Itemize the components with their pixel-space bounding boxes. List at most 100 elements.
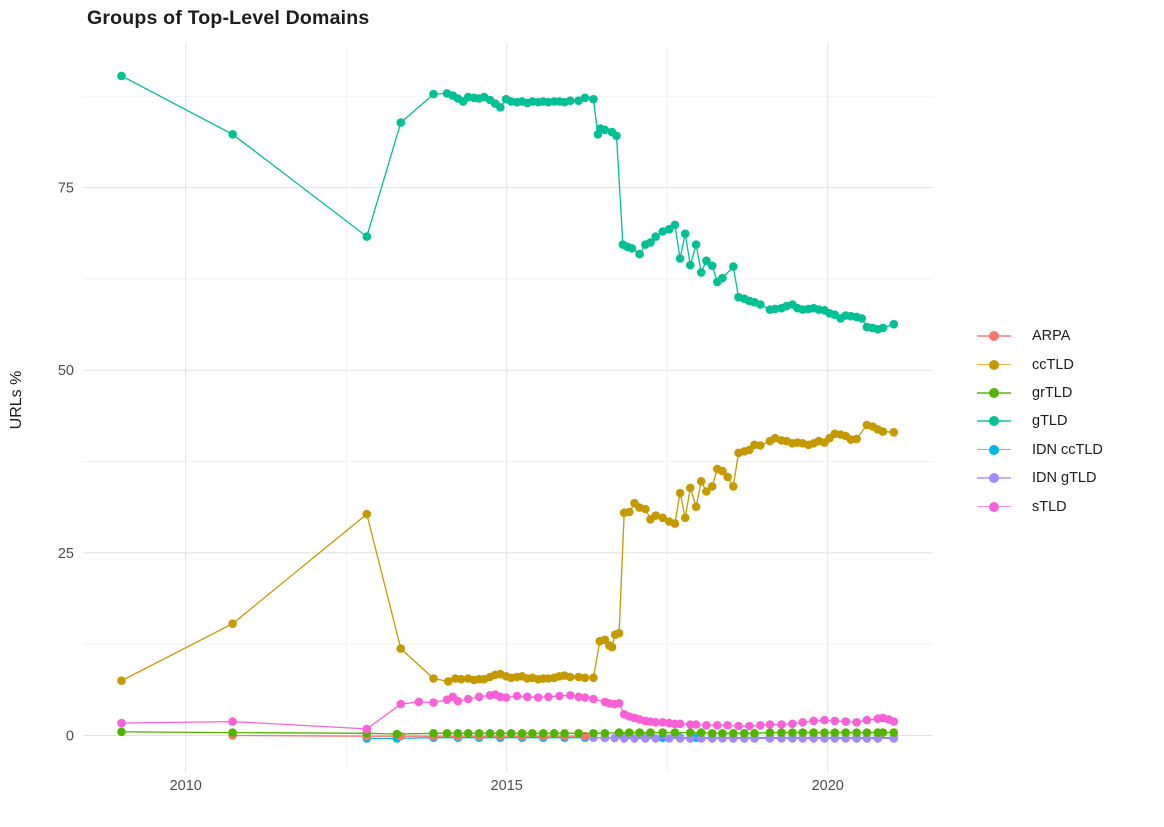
legend-item-gTLD: gTLD [977,407,1103,435]
data-point-gTLD [600,125,610,135]
data-point-grTLD [646,728,655,737]
legend-key-icon [977,471,1011,485]
data-point-sTLD [734,721,743,731]
data-point-sTLD [574,692,583,702]
data-point-sTLD [691,720,701,729]
data-point-gTLD [574,96,583,105]
data-point-grTLD [740,729,749,738]
data-point-sTLD [788,719,797,729]
data-point-gTLD [589,94,598,104]
data-point-grTLD [228,728,237,737]
data-point-grTLD [830,728,840,737]
data-point-grTLD [798,728,807,737]
data-point-sTLD [362,724,372,734]
data-point-grTLD [658,728,667,737]
data-point-ccTLD [680,513,690,523]
data-point-gTLD [729,262,738,271]
data-point-grTLD [777,728,786,737]
chart-title: Groups of Top-Level Domains [87,7,370,29]
data-point-sTLD [544,692,553,702]
legend-label: grTLD [1032,384,1073,401]
data-point-ccTLD [889,428,899,437]
data-point-grTLD [707,729,717,738]
data-point-sTLD [463,694,473,704]
data-point-ccTLD [625,507,634,517]
data-point-gTLD [612,131,621,141]
data-point-grTLD [485,729,495,738]
data-point-grTLD [517,729,527,738]
data-point-gTLD [680,229,690,238]
data-point-gTLD [228,130,237,139]
legend-key-icon [977,329,1011,343]
data-point-gTLD [496,103,505,112]
data-point-sTLD [809,716,818,726]
data-point-grTLD [889,728,899,737]
series-line-gTLD [121,75,895,330]
data-point-ccTLD [702,487,711,496]
data-point-ccTLD [651,511,660,520]
data-point-ccTLD [228,619,237,628]
legend-label: IDN gTLD [1032,470,1097,487]
data-point-gTLD [707,261,717,271]
data-point-grTLD [589,729,598,738]
data-point-ccTLD [614,628,624,638]
data-point-ccTLD [729,482,738,491]
data-point-sTLD [453,696,463,706]
data-point-sTLD [474,692,484,702]
data-point-sTLD [614,699,624,708]
legend-item-grTLD: grTLD [977,379,1103,407]
data-point-gTLD [756,300,765,309]
data-point-gTLD [696,268,706,277]
data-point-grTLD [809,728,818,737]
data-point-ccTLD [696,477,706,486]
data-point-IDN-gTLD [619,734,629,743]
x-tick-label: 2010 [170,778,202,794]
data-point-gTLD [429,89,438,99]
data-point-grTLD [496,729,505,738]
data-point-ccTLD [600,635,610,645]
data-point-grTLD [670,728,680,737]
data-point-gTLD [889,319,899,329]
data-point-grTLD [750,729,759,738]
data-point-ccTLD [718,466,727,476]
data-point-ccTLD [574,672,583,682]
data-point-sTLD [566,691,575,700]
data-point-gTLD [770,304,780,314]
legend-label: ARPA [1032,328,1071,345]
data-point-gTLD [670,220,680,230]
data-point-grTLD [862,728,872,737]
data-point-sTLD [429,698,438,707]
data-point-IDN-gTLD [641,734,650,743]
data-point-grTLD [506,729,516,738]
data-point-grTLD [539,729,548,738]
data-point-IDN-gTLD [630,734,639,743]
data-point-sTLD [713,721,722,730]
legend-key-icon [977,500,1011,514]
data-point-sTLD [852,718,861,727]
y-tick-label: 25 [58,546,74,562]
data-point-sTLD [589,694,598,704]
data-point-ccTLD [117,676,126,685]
data-point-gTLD [566,96,575,105]
data-point-grTLD [117,727,126,737]
data-point-gTLD [646,238,655,247]
data-point-grTLD [549,729,559,738]
data-point-ccTLD [670,519,680,528]
data-point-ARPA [580,731,590,741]
data-point-grTLD [474,729,484,738]
data-point-grTLD [600,729,610,738]
data-point-gTLD [117,71,126,81]
data-point-grTLD [686,728,695,737]
data-point-grTLD [820,728,829,737]
legend-label: sTLD [1032,498,1067,515]
data-point-ccTLD [362,509,372,519]
data-point-sTLD [651,718,660,727]
data-point-sTLD [820,715,829,725]
data-point-sTLD [777,720,786,729]
data-point-grTLD [878,728,888,737]
data-point-sTLD [501,693,511,702]
data-point-ccTLD [658,513,667,523]
data-point-gTLD [396,118,406,127]
data-point-sTLD [723,721,732,730]
data-point-sTLD [702,721,711,730]
